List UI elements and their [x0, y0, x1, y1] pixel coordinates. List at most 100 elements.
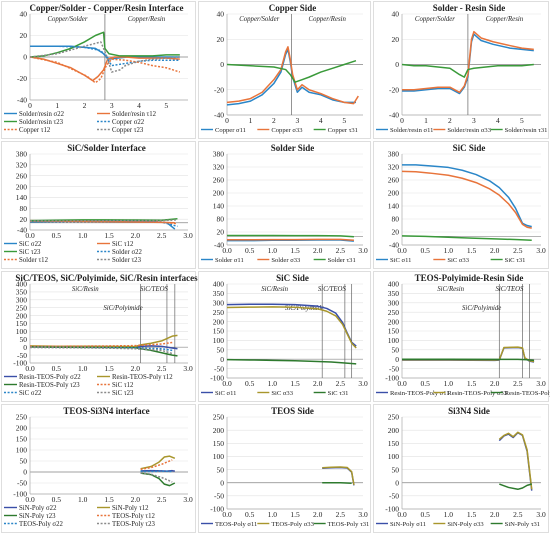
legend-label: Solder σ33	[271, 257, 301, 264]
legend: Solder/resin σ22 Solder/resin τ12 Solder/r…	[4, 111, 157, 134]
series-line-3	[226, 358, 357, 365]
panel-border	[198, 141, 371, 269]
x-tick-label: 2.0	[313, 379, 323, 388]
x-tick-label: 1.5	[467, 379, 477, 388]
legend: SiC σ11 SiC σ33 SiC τ31	[201, 390, 348, 397]
y-tick-label: -100	[13, 359, 27, 368]
series-line-2	[226, 46, 359, 105]
y-tick-label: 80	[392, 215, 400, 224]
y-tick-label: 100	[16, 446, 28, 455]
x-tick-label: 1.5	[467, 246, 477, 255]
series-line-3	[401, 63, 534, 78]
legend-label: SiC σ33	[447, 257, 469, 264]
y-tick-label: 250	[388, 308, 400, 317]
y-tick-label: 140	[213, 202, 225, 211]
y-tick-label: 0	[395, 60, 399, 69]
y-tick-label: 50	[392, 465, 400, 474]
legend-label: SiC τ23	[112, 390, 134, 397]
legend-label: TEOS-Poly τ31	[328, 521, 370, 528]
y-tick-label: 200	[388, 426, 400, 435]
x-tick-label: 0.0	[222, 510, 232, 519]
y-tick-label: 200	[213, 426, 225, 435]
series-line-3	[29, 31, 180, 58]
legend-label: TEOS-Poly σ11	[215, 521, 257, 528]
legend: Solder σ11 Solder σ33 Solder τ31	[201, 257, 356, 264]
x-tick-label: 2	[272, 116, 276, 125]
y-tick-label: 250	[388, 413, 400, 422]
series-line-1	[402, 164, 532, 228]
series-line-1	[498, 432, 533, 491]
y-tick-label: 50	[20, 335, 28, 344]
x-tick-label: 3	[295, 116, 299, 125]
x-tick-label: 0.5	[420, 246, 430, 255]
y-tick-label: 20	[392, 35, 400, 44]
chart-panel-6: SiC Side -40 20 80 140 200 260 320 380 0.0 0.5 1.0 1…	[373, 141, 549, 269]
x-tick-label: 1.0	[444, 379, 454, 388]
legend-label: SiC τ12	[112, 241, 134, 248]
legend-label: SiN-Poly τ12	[112, 505, 149, 512]
region-label: SiC/Resin	[437, 286, 464, 293]
legend-label: Solder/resin τ31	[505, 127, 548, 134]
chart-panel-9: TEOS-Polyimide-Resin Side -100-5005010015…	[373, 271, 550, 402]
chart-title: TEOS-Si3N4 interface	[63, 406, 149, 416]
chart-panel-3: Solder - Resin Side -40 -20 0 20 40 0 1 2 3 4 5 Copp…	[373, 1, 549, 139]
panel-border	[373, 271, 549, 402]
y-tick-label: 50	[20, 457, 28, 466]
x-tick-label: 2.0	[131, 231, 141, 240]
legend-label: Resin-TEOS-Poly τ31	[505, 390, 550, 397]
x-tick-label: 0.5	[420, 510, 430, 519]
y-tick-label: 0	[395, 478, 399, 487]
chart-panel-5: Solder Side -40 20 80 140 200 260 320 380 0.0 0.5 1…	[198, 141, 371, 269]
y-tick-label: 150	[388, 439, 400, 448]
legend-label: Copper σ11	[215, 127, 246, 134]
y-tick-label: 200	[16, 424, 28, 433]
series-line-2	[402, 30, 534, 94]
y-tick-label: -50	[389, 364, 399, 373]
y-tick-label: -40	[17, 96, 27, 105]
chart-panel-7: SiC/TEOS, SiC/Polyimide, SiC/Resin inter…	[1, 271, 198, 402]
legend-label: SiC σ11	[215, 390, 236, 397]
x-tick-label: 0	[28, 101, 32, 110]
y-tick-label: 380	[213, 150, 225, 159]
x-tick-label: 2.5	[157, 231, 167, 240]
y-tick-label: 150	[213, 439, 225, 448]
x-tick-label: 4	[137, 101, 141, 110]
y-tick-label: 0	[395, 355, 399, 364]
chart-panel-10: TEOS-Si3N4 interface -100 -50 0 50 100 150 200 2…	[1, 404, 196, 533]
x-tick-label: 0.0	[397, 379, 407, 388]
x-tick-label: 0.0	[25, 495, 35, 504]
x-tick-label: 1.0	[268, 510, 278, 519]
x-tick-label: 1.0	[78, 495, 88, 504]
y-tick-label: 20	[20, 31, 28, 40]
x-tick-label: 1.5	[290, 510, 300, 519]
x-tick-label: 0.5	[245, 246, 255, 255]
y-tick-label: -50	[17, 479, 27, 488]
y-tick-label: 250	[213, 308, 225, 317]
panel-border	[1, 404, 196, 533]
legend-label: SiC τ12	[112, 382, 134, 389]
x-tick-label: 3.0	[358, 510, 368, 519]
legend-label: Copper τ23	[112, 127, 144, 134]
legend-label: SiN-Poly σ33	[447, 521, 484, 528]
x-tick-label: 0.0	[397, 246, 407, 255]
x-tick-label: 3	[110, 101, 114, 110]
y-tick-label: -40	[17, 226, 27, 235]
y-tick-label: 100	[213, 336, 225, 345]
y-tick-label: 380	[16, 150, 28, 159]
chart-title: SiC Side	[453, 143, 486, 153]
chart-title: Copper Side	[269, 3, 317, 13]
y-tick-label: 320	[16, 161, 28, 170]
x-tick-label: 2.0	[131, 495, 141, 504]
panel-border	[373, 404, 549, 533]
y-tick-label: 50	[392, 346, 400, 355]
series-line-3	[499, 483, 532, 491]
series-line-2	[227, 238, 354, 241]
chart-panel-1: Copper/Solder - Copper/Resin Interface -4…	[1, 1, 196, 139]
x-tick-label: 2	[448, 116, 452, 125]
series-line-3	[402, 358, 535, 362]
series-line-3	[226, 59, 357, 83]
y-tick-label: 20	[392, 228, 400, 237]
